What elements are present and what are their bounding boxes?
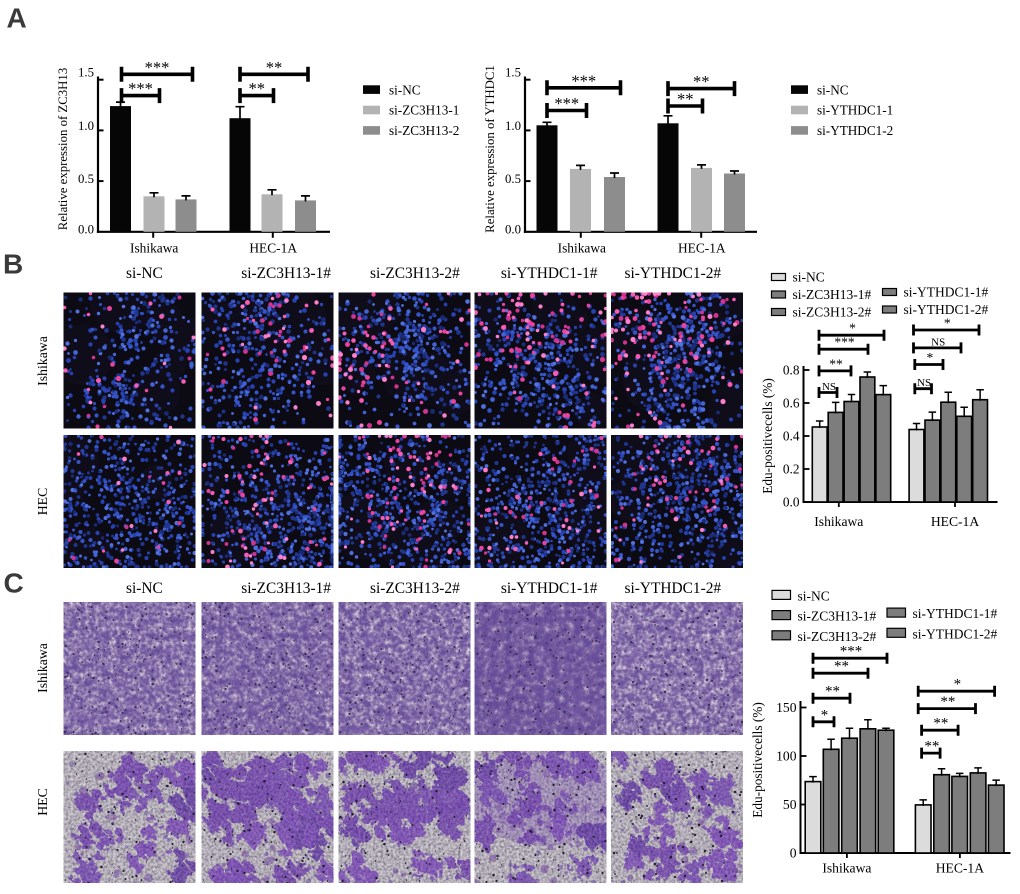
svg-text:A: A bbox=[7, 3, 27, 34]
svg-text:si-ZC3H13-2: si-ZC3H13-2 bbox=[389, 123, 459, 138]
svg-text:**: ** bbox=[677, 90, 694, 109]
svg-text:0.0: 0.0 bbox=[505, 223, 521, 237]
svg-text:si-NC: si-NC bbox=[389, 82, 421, 97]
svg-text:Ishikawa: Ishikawa bbox=[558, 241, 606, 256]
svg-text:0.5: 0.5 bbox=[505, 172, 521, 186]
svg-text:Ishikawa: Ishikawa bbox=[35, 336, 50, 386]
svg-text:si-YTHDC1-2#: si-YTHDC1-2# bbox=[624, 265, 721, 282]
svg-text:HEC: HEC bbox=[35, 488, 50, 516]
svg-text:Relative expression of YTHDC1: Relative expression of YTHDC1 bbox=[483, 65, 497, 233]
svg-text:si-NC: si-NC bbox=[817, 82, 849, 97]
svg-text:1.5: 1.5 bbox=[505, 66, 521, 80]
svg-text:1.5: 1.5 bbox=[78, 66, 94, 80]
svg-text:1.0: 1.0 bbox=[505, 119, 521, 133]
svg-text:HEC-1A: HEC-1A bbox=[678, 241, 726, 256]
svg-text:0.0: 0.0 bbox=[78, 223, 94, 237]
svg-text:1.0: 1.0 bbox=[78, 119, 94, 133]
svg-text:Ishikawa: Ishikawa bbox=[130, 241, 178, 256]
svg-text:**: ** bbox=[249, 79, 266, 98]
svg-text:si-YTHDC1-1#: si-YTHDC1-1# bbox=[501, 265, 598, 282]
svg-text:si-YTHDC1-2: si-YTHDC1-2 bbox=[817, 123, 893, 138]
svg-text:***: *** bbox=[554, 94, 579, 113]
svg-text:C: C bbox=[4, 568, 24, 599]
svg-text:**: ** bbox=[266, 58, 283, 77]
svg-text:si-NC: si-NC bbox=[126, 265, 163, 282]
svg-text:**: ** bbox=[693, 72, 710, 91]
svg-text:si-ZC3H13-1#: si-ZC3H13-1# bbox=[241, 265, 331, 282]
svg-text:HEC-1A: HEC-1A bbox=[249, 241, 297, 256]
svg-text:si-YTHDC1-1: si-YTHDC1-1 bbox=[817, 103, 893, 118]
svg-text:***: *** bbox=[145, 58, 170, 77]
svg-text:***: *** bbox=[571, 71, 596, 90]
svg-text:B: B bbox=[3, 249, 23, 280]
svg-text:0.5: 0.5 bbox=[78, 172, 94, 186]
svg-text:Relative expression of ZC3H13: Relative expression of ZC3H13 bbox=[56, 68, 70, 230]
svg-text:si-ZC3H13-2#: si-ZC3H13-2# bbox=[370, 265, 460, 282]
svg-text:***: *** bbox=[128, 79, 153, 98]
svg-text:si-ZC3H13-1: si-ZC3H13-1 bbox=[389, 103, 459, 118]
